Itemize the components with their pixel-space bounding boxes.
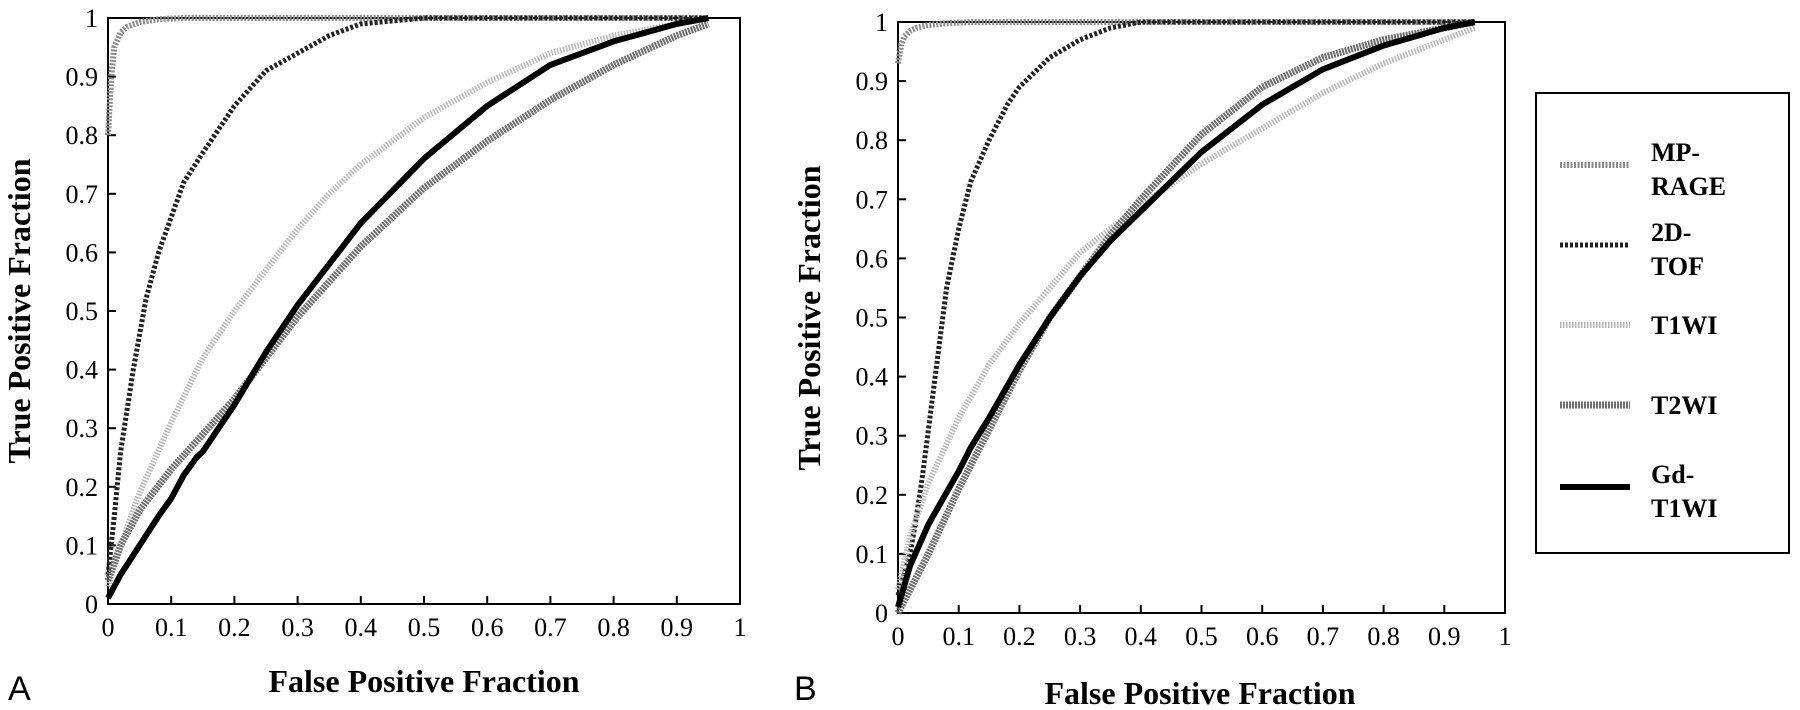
panel-a-series-t2wi bbox=[104, 20, 710, 582]
panel-b-y-axis-title: True Positive Fraction bbox=[791, 165, 827, 470]
panel-a-y-tick-label: 0.7 bbox=[66, 180, 99, 209]
panel-b-plot-frame bbox=[897, 21, 1506, 614]
panel-b-x-tick-label: 1 bbox=[1499, 622, 1512, 651]
panel-b-y-tick-label: 0.4 bbox=[856, 363, 889, 392]
panel-a-chart: 0 0.1 0.2 0.3 0.4 0.5 0.6 0.7 0.8 0.9 1 0 0.1 0.2 0.3… bbox=[1, 4, 747, 708]
panel-a-y-tick-label: 0.9 bbox=[66, 63, 99, 92]
panel-a-x-tick-label: 0.4 bbox=[345, 613, 378, 642]
panel-b-x-axis: 0 0.1 0.2 0.3 0.4 0.5 0.6 0.7 0.8 0.9 1 bbox=[892, 605, 1512, 651]
legend-label: Gd- bbox=[1651, 460, 1694, 489]
panel-a-y-axis: 0 0.1 0.2 0.3 0.4 0.5 0.6 0.7 0.8 0.9 1 bbox=[66, 4, 116, 619]
panel-a-y-tick-label: 0.5 bbox=[66, 297, 99, 326]
panel-a-x-axis-title: False Positive Fraction bbox=[268, 663, 579, 699]
panel-a-y-tick-label: 0.6 bbox=[66, 238, 99, 267]
panel-a-y-tick-label: 0.4 bbox=[66, 356, 99, 385]
panel-a-series-gd-t1wi bbox=[105, 15, 709, 600]
panel-a-y-axis-title: True Positive Fraction bbox=[1, 158, 37, 463]
panel-a-x-tick-label: 0.3 bbox=[281, 613, 314, 642]
panel-a-x-tick-label: 0.7 bbox=[534, 613, 567, 642]
panel-b-y-tick-label: 0.7 bbox=[856, 185, 889, 214]
legend-item-mp-rage: MP- RAGE bbox=[1560, 138, 1726, 201]
panel-a-y-tick-label: 0.8 bbox=[66, 121, 99, 150]
legend-label: TOF bbox=[1651, 252, 1704, 281]
panel-a-y-tick-label: 0.1 bbox=[66, 531, 99, 560]
legend-item-t1wi: T1WI bbox=[1560, 311, 1717, 340]
panel-a-x-tick-label: 0.5 bbox=[408, 613, 441, 642]
panel-b-chart: 0 0.1 0.2 0.3 0.4 0.5 0.6 0.7 0.8 0.9 1 0 0.1 0.2 0.3… bbox=[791, 8, 1512, 710]
panel-b-y-tick-label: 0.2 bbox=[856, 481, 889, 510]
panel-b-y-tick-label: 0.6 bbox=[856, 244, 889, 273]
panel-a-y-tick-label: 0.3 bbox=[66, 414, 99, 443]
panel-b-x-tick-label: 0.5 bbox=[1185, 622, 1218, 651]
panel-b-x-tick-label: 0.4 bbox=[1125, 622, 1158, 651]
panel-a-x-tick-label: 0.8 bbox=[597, 613, 630, 642]
panel-b-series-mp-rage bbox=[895, 19, 1475, 64]
panel-b-series-group bbox=[894, 18, 1476, 615]
panel-b-x-tick-label: 0.3 bbox=[1064, 622, 1097, 651]
panel-b-y-tick-label: 0.9 bbox=[856, 67, 889, 96]
legend-label: MP- bbox=[1651, 138, 1700, 167]
panel-a-x-tick-label: 0.9 bbox=[661, 613, 694, 642]
panel-a-x-axis: 0 0.1 0.2 0.3 0.4 0.5 0.6 0.7 0.8 0.9 1 bbox=[102, 596, 747, 642]
panel-b-y-axis: 0 0.1 0.2 0.3 0.4 0.5 0.6 0.7 0.8 0.9 1 bbox=[856, 8, 906, 628]
panel-a-y-tick-label: 0.2 bbox=[66, 473, 99, 502]
panel-b-x-tick-label: 0.1 bbox=[942, 622, 975, 651]
panel-b-series-t1wi bbox=[895, 25, 1476, 591]
panel-b-series-2d-tof bbox=[895, 19, 1475, 597]
panel-a-y-tick-label: 1 bbox=[85, 4, 98, 33]
panel-a-series-group bbox=[104, 15, 710, 600]
legend-label: T1WI bbox=[1651, 494, 1717, 523]
panel-a-x-tick-label: 1 bbox=[734, 613, 747, 642]
panel-b-x-axis-title: False Positive Fraction bbox=[1044, 675, 1355, 710]
panel-a-label: A bbox=[8, 670, 31, 708]
panel-a-series-2d-tof bbox=[105, 15, 709, 575]
legend-item-t2wi: T2WI bbox=[1560, 391, 1717, 420]
panel-b-y-tick-label: 0.3 bbox=[856, 422, 889, 451]
panel-b-y-tick-label: 0.8 bbox=[856, 126, 889, 155]
panel-a-y-tick-label: 0 bbox=[85, 590, 98, 619]
panel-a-x-tick-label: 0.2 bbox=[218, 613, 251, 642]
legend: MP- RAGE 2D- TOF T1WI T2WI Gd- T1WI bbox=[1535, 92, 1790, 554]
panel-a-x-tick-label: 0 bbox=[102, 613, 115, 642]
panel-b-y-tick-label: 0.5 bbox=[856, 304, 889, 333]
legend-item-gd-t1wi: Gd- T1WI bbox=[1560, 460, 1717, 523]
panel-b-y-tick-label: 0.1 bbox=[856, 540, 889, 569]
legend-label: T1WI bbox=[1651, 311, 1717, 340]
panel-a-x-tick-label: 0.6 bbox=[471, 613, 504, 642]
legend-item-2d-tof: 2D- TOF bbox=[1560, 218, 1704, 281]
panel-b-x-tick-label: 0.7 bbox=[1307, 622, 1340, 651]
panel-b-x-tick-label: 0 bbox=[892, 622, 905, 651]
panel-b-series-t2wi bbox=[894, 18, 1476, 615]
panel-a-series-mp-rage bbox=[105, 15, 709, 136]
panel-b-x-tick-label: 0.6 bbox=[1246, 622, 1279, 651]
panel-a-series-t1wi bbox=[105, 15, 709, 588]
panel-b-label: B bbox=[794, 670, 817, 708]
panel-b-y-tick-label: 0 bbox=[875, 599, 888, 628]
panel-b-y-tick-label: 1 bbox=[875, 8, 888, 37]
panel-b-x-tick-label: 0.9 bbox=[1428, 622, 1461, 651]
panel-b-x-tick-label: 0.2 bbox=[1003, 622, 1036, 651]
panel-a-plot-frame bbox=[107, 17, 741, 605]
panel-a-x-tick-label: 0.1 bbox=[155, 613, 188, 642]
panel-b-x-tick-label: 0.8 bbox=[1367, 622, 1400, 651]
legend-label: RAGE bbox=[1651, 172, 1726, 201]
legend-label: T2WI bbox=[1651, 391, 1717, 420]
legend-label: 2D- bbox=[1651, 218, 1691, 247]
panel-b-series-gd-t1wi bbox=[895, 19, 1476, 608]
